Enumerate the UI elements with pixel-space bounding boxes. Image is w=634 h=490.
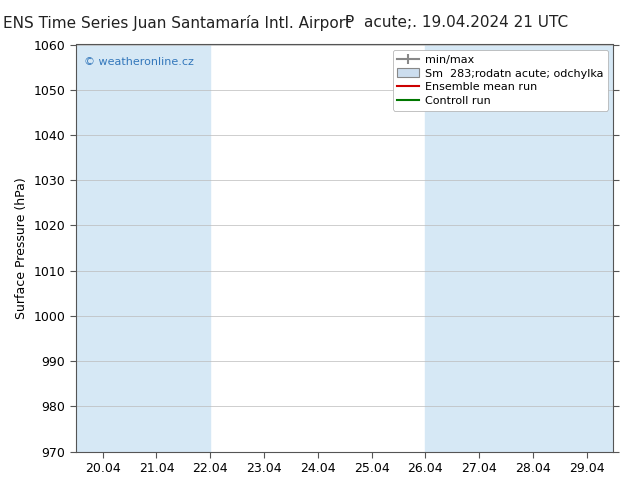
Text: © weatheronline.cz: © weatheronline.cz [84, 57, 194, 67]
Y-axis label: Surface Pressure (hPa): Surface Pressure (hPa) [15, 177, 28, 319]
Legend: min/max, Sm  283;rodatn acute; odchylka, Ensemble mean run, Controll run: min/max, Sm 283;rodatn acute; odchylka, … [392, 50, 608, 111]
Text: ENS Time Series Juan Santamaría Intl. Airport: ENS Time Series Juan Santamaría Intl. Ai… [3, 15, 352, 31]
Bar [76, 45, 210, 452]
Text: P  acute;. 19.04.2024 21 UTC: P acute;. 19.04.2024 21 UTC [345, 15, 568, 30]
Bar [425, 45, 614, 452]
